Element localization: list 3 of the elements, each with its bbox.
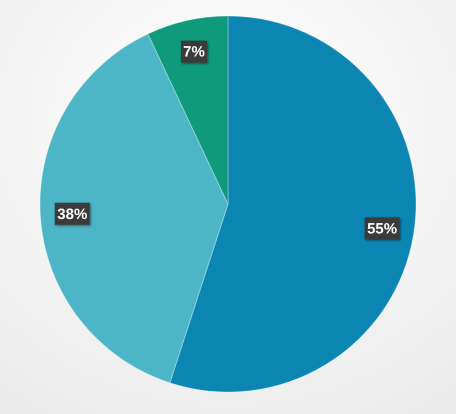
data-label: 55% (367, 220, 398, 238)
data-label: 7% (183, 44, 205, 61)
data-label: 38% (57, 206, 88, 223)
